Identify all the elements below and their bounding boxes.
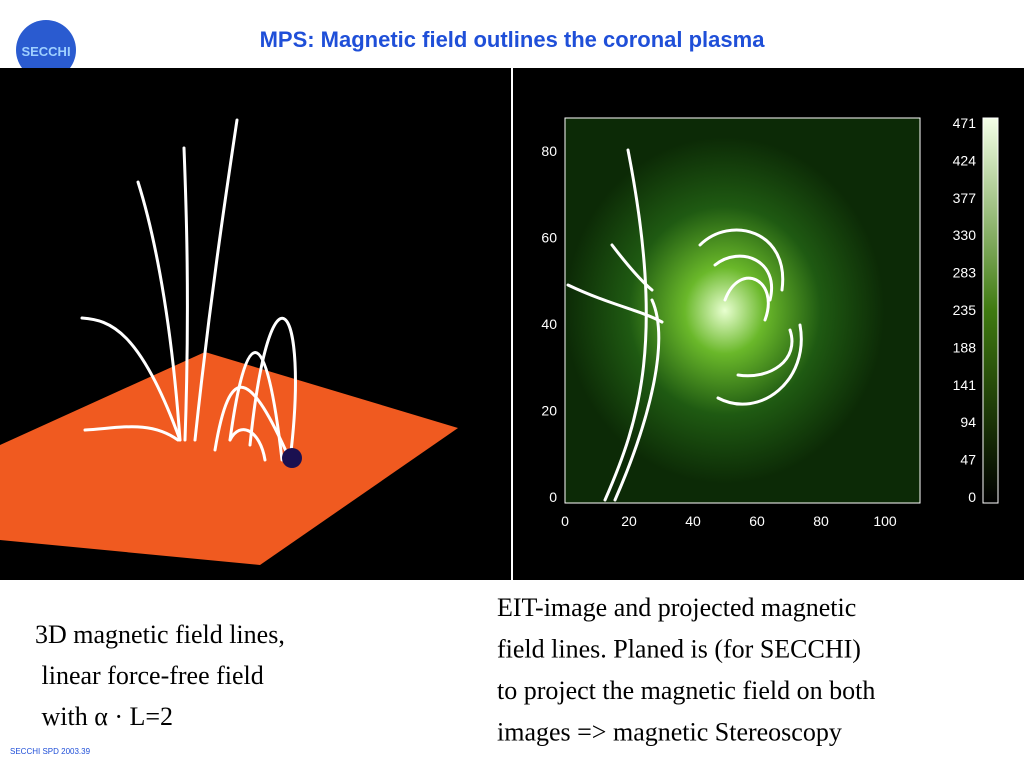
field-lines-3d <box>80 118 297 462</box>
footer: SECCHI SPD 2003.39 <box>10 747 91 756</box>
colorbar-label: 330 <box>953 227 977 243</box>
y-tick-label: 60 <box>541 230 557 246</box>
right-caption-line: to project the magnetic field on both <box>497 676 875 705</box>
colorbar-label: 141 <box>953 377 977 393</box>
left-caption-line: linear force-free field <box>35 661 264 690</box>
y-tick-label: 0 <box>549 489 557 505</box>
slide-title: MPS: Magnetic field outlines the coronal… <box>260 27 766 52</box>
right-caption-line: images => magnetic Stereoscopy <box>497 718 842 747</box>
colorbar-label: 471 <box>953 115 977 131</box>
sunspot <box>282 448 302 468</box>
x-tick-label: 100 <box>873 513 897 529</box>
projected-field-lines <box>566 148 803 502</box>
colorbar <box>982 117 999 504</box>
right-caption-line: field lines. Planed is (for SECCHI) <box>497 635 861 664</box>
left-caption-line: with α · L=2 <box>35 702 173 731</box>
colorbar-label: 377 <box>953 190 977 206</box>
x-tick-label: 80 <box>813 513 829 529</box>
x-tick-label: 60 <box>749 513 765 529</box>
logo-text: SECCHI <box>21 44 70 59</box>
colorbar-label: 235 <box>953 302 977 318</box>
magnetogram-plane <box>0 352 458 565</box>
x-tick-label: 0 <box>561 513 569 529</box>
right-caption-line: EIT-image and projected magnetic <box>497 593 856 622</box>
x-tick-label: 20 <box>621 513 637 529</box>
logo <box>16 20 76 80</box>
colorbar-label: 94 <box>960 414 976 430</box>
colorbar-label: 47 <box>960 452 976 468</box>
colorbar-label: 188 <box>953 339 977 355</box>
eit-image <box>564 117 921 504</box>
y-tick-label: 80 <box>541 143 557 159</box>
left-caption-line: 3D magnetic field lines, <box>35 620 285 649</box>
y-tick-label: 20 <box>541 403 557 419</box>
colorbar-label: 0 <box>968 489 976 505</box>
colorbar-label: 283 <box>953 265 977 281</box>
x-tick-label: 40 <box>685 513 701 529</box>
y-tick-label: 40 <box>541 316 557 332</box>
colorbar-label: 424 <box>953 152 977 168</box>
